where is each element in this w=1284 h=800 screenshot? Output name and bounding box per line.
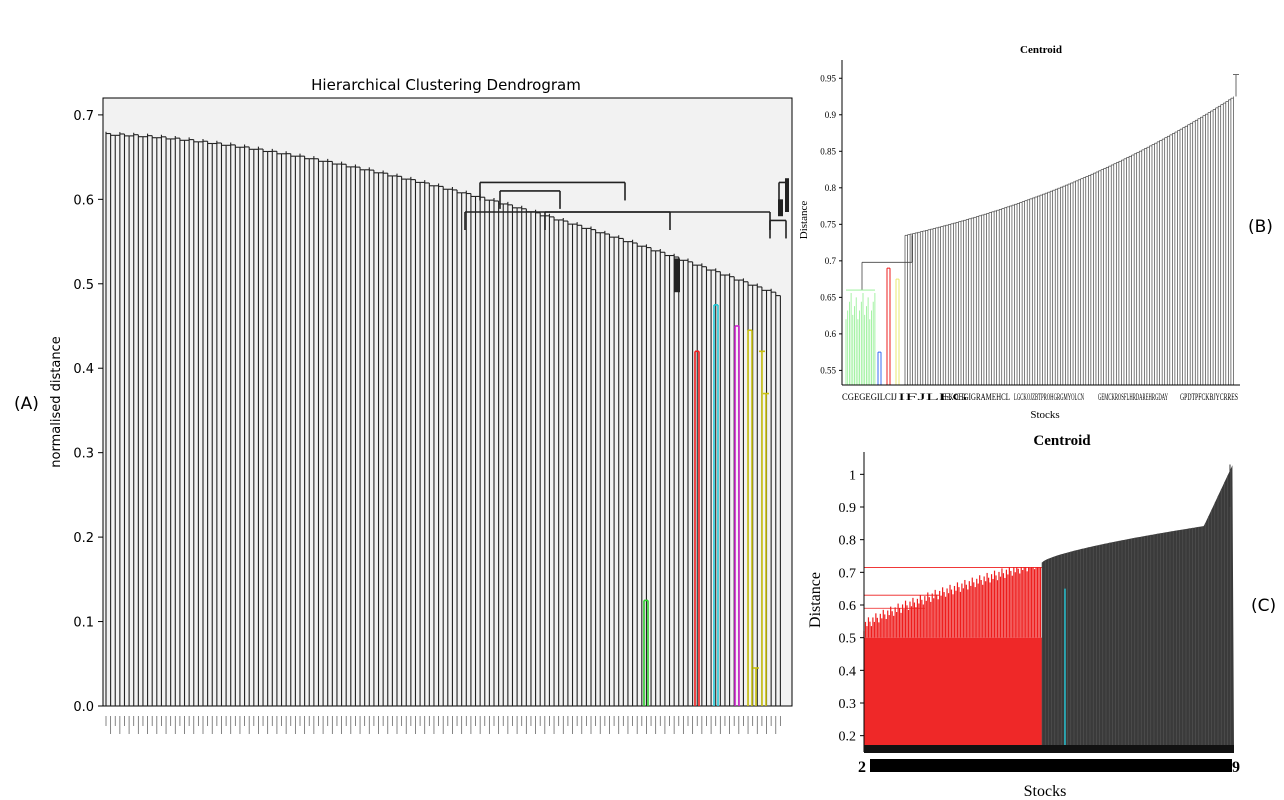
panel-a-dense-merge xyxy=(785,178,789,212)
panel-a-title: Hierarchical Clustering Dendrogram xyxy=(311,76,581,94)
panel-b: 0.55 0.6 0.65 0.7 0.75 0.8 0.85 0.9 0.95 CGEGEGI… xyxy=(798,44,1273,421)
panel-a-label: (A) xyxy=(14,394,39,414)
panel-b-colored-clusters xyxy=(845,267,900,385)
panel-b-y-tick-label: 0.8 xyxy=(825,183,837,193)
panel-a-y-label: normalised distance xyxy=(49,336,64,467)
panel-c-x-axis-band xyxy=(864,745,1234,753)
panel-b-y-tick-label: 0.95 xyxy=(820,73,836,83)
panel-b-x-tick-label: CGEGEGILCIJ xyxy=(842,392,897,402)
panel-b-y-label: Distance xyxy=(798,201,810,240)
panel-c-red-block xyxy=(864,637,1042,752)
panel-c-y-tick-label: 0.7 xyxy=(839,566,857,581)
panel-c-y-tick-label: 0.5 xyxy=(839,632,857,647)
panel-b-x-tick-label: LGCKOJZBTPROHGRGMYOLCN xyxy=(1014,392,1084,402)
panel-c-label: (C) xyxy=(1251,596,1276,616)
panel-c-x-tick-band xyxy=(870,759,1232,772)
panel-a: 0.0 0.1 0.2 0.3 0.4 0.5 0.6 0.7 Hierarchical Cl… xyxy=(14,76,793,734)
panel-a-dense-merge xyxy=(778,199,783,217)
panel-b-x-tick-label: ELKOHGIGRAMEHCL xyxy=(940,392,1010,402)
panel-a-y-tick-label: 0.6 xyxy=(73,193,94,208)
panel-b-y-tick-label: 0.65 xyxy=(820,292,836,302)
panel-c-y-tick-label: 0.3 xyxy=(839,697,857,712)
panel-c-y-tick-label: 0.8 xyxy=(839,534,857,549)
panel-a-upper-merges xyxy=(464,178,789,293)
panel-c-x-tick-label: 9 xyxy=(1232,759,1240,776)
panel-c-leaves xyxy=(863,464,1234,752)
panel-a-y-tick-label: 0.0 xyxy=(73,700,94,715)
panel-b-title: Centroid xyxy=(1020,44,1062,56)
panel-b-y-tick-label: 0.55 xyxy=(820,365,836,375)
panel-b-y-tick-label: 0.6 xyxy=(825,329,837,339)
panel-a-y-tick-label: 0.7 xyxy=(73,109,94,124)
panel-b-label: (B) xyxy=(1248,217,1273,237)
panel-b-y-axis: 0.55 0.6 0.65 0.7 0.75 0.8 0.85 0.9 0.95 xyxy=(820,73,842,375)
panel-b-x-tick-label: GEMCKROSFLHRDAREHRGDAY xyxy=(1098,392,1168,402)
panel-b-y-tick-label: 0.7 xyxy=(825,256,837,266)
panel-c-y-axis: 0.2 0.3 0.4 0.5 0.6 0.7 0.8 0.9 1 xyxy=(839,468,864,745)
panel-a-y-tick-label: 0.1 xyxy=(73,616,94,631)
panel-b-y-tick-label: 0.75 xyxy=(820,219,836,229)
panel-a-y-tick-label: 0.2 xyxy=(73,531,94,546)
panel-a-y-tick-label: 0.5 xyxy=(73,278,94,293)
panel-c-x-label: Stocks xyxy=(1024,783,1067,800)
panel-a-y-tick-label: 0.3 xyxy=(73,447,94,462)
panel-a-dense-merge xyxy=(674,258,680,293)
panel-c-y-tick-label: 1 xyxy=(849,468,856,483)
panel-b-y-tick-label: 0.85 xyxy=(820,146,836,156)
panel-c-y-tick-label: 0.6 xyxy=(839,599,857,614)
panel-b-x-tick-label: IFJLEG xyxy=(898,392,969,402)
panel-c-y-tick-label: 0.2 xyxy=(839,730,857,745)
panel-a-x-tick-labels xyxy=(105,716,781,734)
panel-a-leaves xyxy=(105,131,781,706)
panel-b-x-tick-label: GPDTPFCKBJYCRRES xyxy=(1180,392,1238,402)
panel-c-title: Centroid xyxy=(1033,433,1091,449)
panel-b-leaves xyxy=(861,74,1239,385)
panel-a-y-tick-label: 0.4 xyxy=(73,362,94,377)
panel-c-y-label: Distance xyxy=(807,572,824,628)
panel-a-y-axis: 0.0 0.1 0.2 0.3 0.4 0.5 0.6 0.7 xyxy=(73,109,103,715)
panel-b-y-tick-label: 0.9 xyxy=(825,110,837,120)
panel-c-y-tick-label: 0.4 xyxy=(839,664,857,679)
panel-a-colored-clusters xyxy=(643,304,769,706)
panel-c-x-tick-label: 2 xyxy=(858,759,866,776)
panel-c-y-tick-label: 0.9 xyxy=(839,501,857,516)
panel-b-x-label: Stocks xyxy=(1030,409,1059,421)
